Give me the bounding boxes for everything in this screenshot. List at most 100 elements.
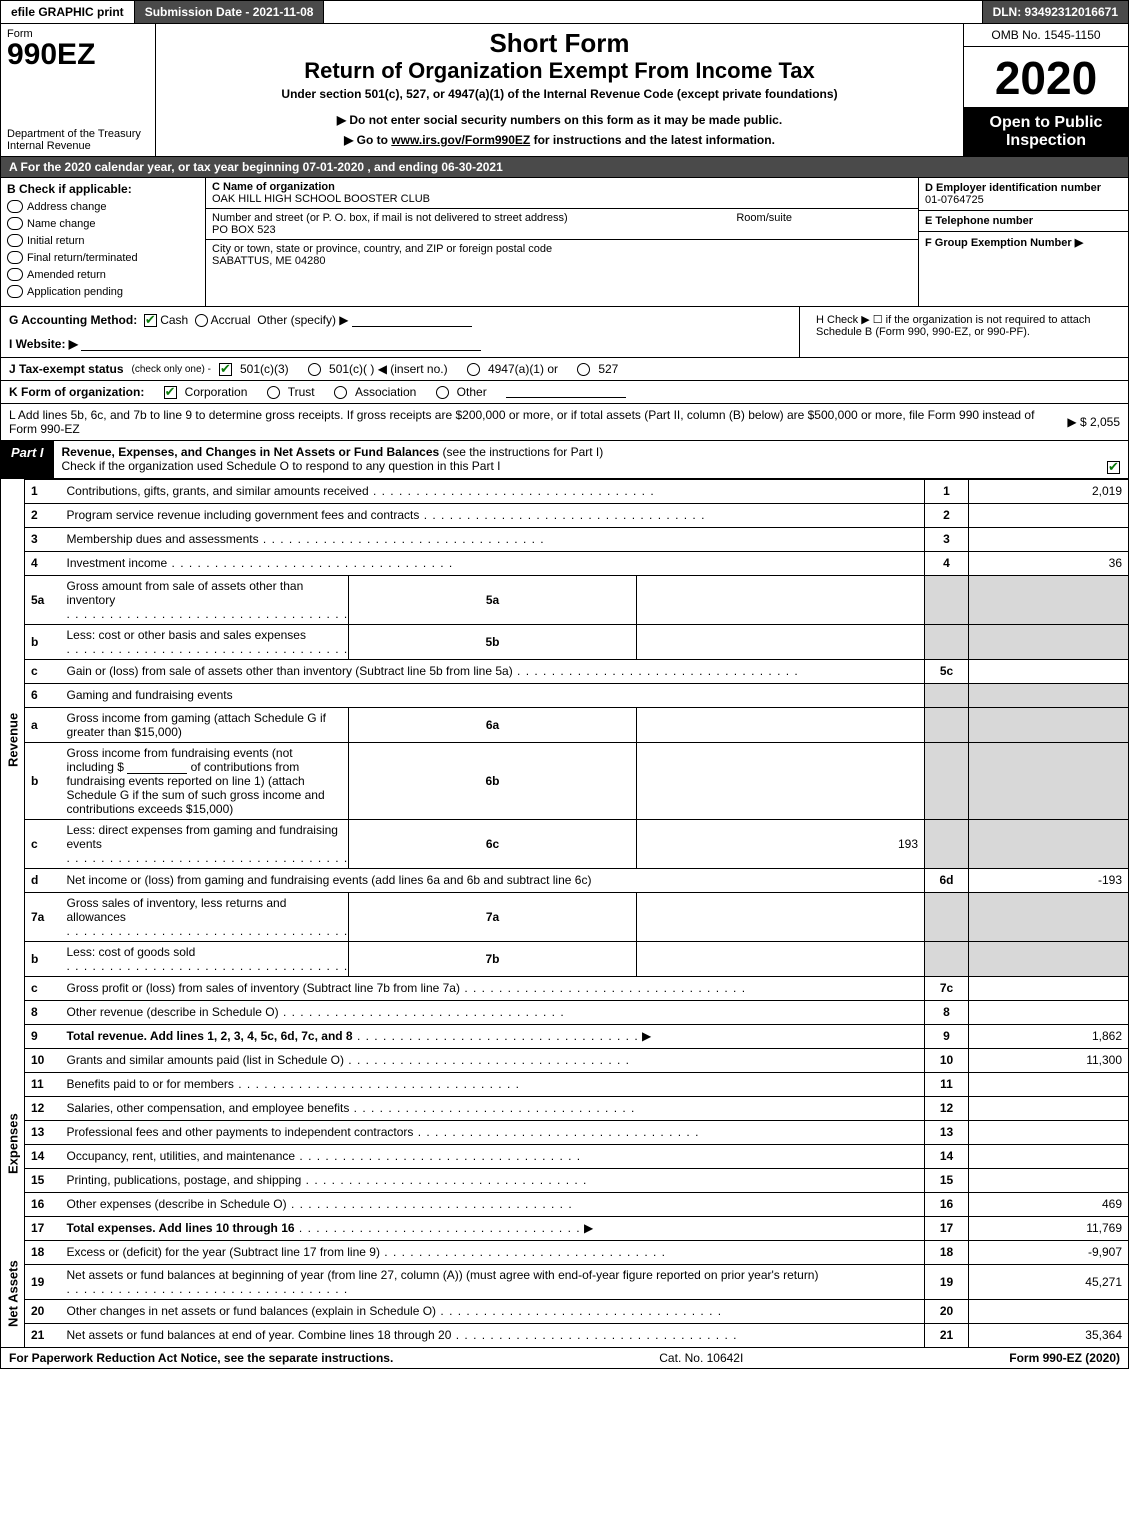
line-num: 17: [25, 1216, 61, 1240]
line-desc: Net income or (loss) from gaming and fun…: [67, 873, 592, 887]
line-amount: [969, 1000, 1129, 1024]
grey-cell: [925, 892, 969, 941]
line-18: Net Assets 18 Excess or (deficit) for th…: [1, 1240, 1129, 1264]
line-amount: 35,364: [969, 1323, 1129, 1347]
line-desc: Program service revenue including govern…: [67, 508, 420, 522]
line-ref: 7c: [925, 976, 969, 1000]
city-row: City or town, state or province, country…: [206, 240, 918, 270]
k-other-blank[interactable]: [506, 386, 626, 398]
k-corp: Corporation: [185, 385, 248, 399]
c-label: C Name of organization: [212, 181, 335, 193]
line-desc: Salaries, other compensation, and employ…: [67, 1101, 350, 1115]
line-num: 18: [25, 1240, 61, 1264]
line-amount: -193: [969, 868, 1129, 892]
line-ref: 3: [925, 527, 969, 551]
sub-ref: 6a: [349, 707, 637, 742]
do-not-enter-text: ▶ Do not enter social security numbers o…: [337, 113, 782, 127]
line-desc: Other changes in net assets or fund bala…: [67, 1304, 437, 1318]
line-desc: Gross profit or (loss) from sales of inv…: [67, 981, 460, 995]
chk-corporation[interactable]: [164, 386, 177, 399]
line-16: 16 Other expenses (describe in Schedule …: [1, 1192, 1129, 1216]
chk-501c[interactable]: [308, 363, 321, 376]
chk-application-pending[interactable]: Application pending: [7, 285, 199, 298]
chk-4947[interactable]: [467, 363, 480, 376]
g-other-blank[interactable]: [352, 315, 472, 327]
grey-cell: [969, 707, 1129, 742]
line-ref: 16: [925, 1192, 969, 1216]
grey-cell: [925, 742, 969, 819]
goto-link[interactable]: www.irs.gov/Form990EZ: [391, 133, 530, 147]
line-num: 11: [25, 1072, 61, 1096]
chk-label: Final return/terminated: [27, 252, 138, 264]
line-num: 19: [25, 1264, 61, 1299]
street-value: PO BOX 523: [212, 224, 276, 236]
line-num: c: [25, 659, 61, 683]
grey-cell: [925, 624, 969, 659]
submission-date-button[interactable]: Submission Date - 2021-11-08: [135, 1, 325, 23]
section-b-left: B Check if applicable: Address change Na…: [1, 178, 206, 306]
line-ref: 19: [925, 1264, 969, 1299]
line-ref: 17: [925, 1216, 969, 1240]
line-3: 3 Membership dues and assessments 3: [1, 527, 1129, 551]
checkbox-icon: [7, 234, 23, 247]
line-num: 6: [25, 683, 61, 707]
line-num: 10: [25, 1048, 61, 1072]
line-desc: Contributions, gifts, grants, and simila…: [67, 484, 369, 498]
line-num: 9: [25, 1024, 61, 1048]
chk-other[interactable]: [436, 386, 449, 399]
efile-print-button[interactable]: efile GRAPHIC print: [1, 1, 135, 23]
grey-cell: [925, 819, 969, 868]
line-num: b: [25, 624, 61, 659]
chk-accrual[interactable]: [195, 314, 208, 327]
i-label: I Website: ▶: [9, 337, 78, 351]
street-label: Number and street (or P. O. box, if mail…: [212, 212, 568, 224]
chk-cash[interactable]: [144, 314, 157, 327]
f-group-block: F Group Exemption Number ▶: [919, 232, 1128, 306]
line-desc: Occupancy, rent, utilities, and maintena…: [67, 1149, 296, 1163]
header-right: OMB No. 1545-1150 2020 Open to Public In…: [963, 24, 1128, 156]
chk-trust[interactable]: [267, 386, 280, 399]
line-14: 14 Occupancy, rent, utilities, and maint…: [1, 1144, 1129, 1168]
footer-left: For Paperwork Reduction Act Notice, see …: [9, 1351, 393, 1365]
chk-initial-return[interactable]: Initial return: [7, 234, 199, 247]
line-desc: Membership dues and assessments: [67, 532, 259, 546]
sub-amount: [637, 575, 925, 624]
chk-final-return[interactable]: Final return/terminated: [7, 251, 199, 264]
website-blank[interactable]: [81, 339, 481, 351]
e-phone-block: E Telephone number: [919, 211, 1128, 232]
chk-schedule-o[interactable]: [1107, 461, 1120, 474]
chk-501c3[interactable]: [219, 363, 232, 376]
line-desc: Excess or (deficit) for the year (Subtra…: [67, 1245, 380, 1259]
line-amount: [969, 976, 1129, 1000]
chk-label: Application pending: [27, 286, 123, 298]
k-trust: Trust: [288, 385, 315, 399]
chk-association[interactable]: [334, 386, 347, 399]
line-8: 8 Other revenue (describe in Schedule O)…: [1, 1000, 1129, 1024]
sub-amount: [637, 892, 925, 941]
line-desc: Less: cost of goods sold: [67, 945, 196, 959]
line-ref: 20: [925, 1299, 969, 1323]
line-amount: 11,300: [969, 1048, 1129, 1072]
blank-6b[interactable]: [127, 762, 187, 774]
line-num: c: [25, 819, 61, 868]
chk-address-change[interactable]: Address change: [7, 200, 199, 213]
chk-name-change[interactable]: Name change: [7, 217, 199, 230]
line-5a: 5a Gross amount from sale of assets othe…: [1, 575, 1129, 624]
line-desc: Grants and similar amounts paid (list in…: [67, 1053, 344, 1067]
chk-527[interactable]: [577, 363, 590, 376]
line-amount: [969, 1096, 1129, 1120]
line-6c: c Less: direct expenses from gaming and …: [1, 819, 1129, 868]
line-7c: c Gross profit or (loss) from sales of i…: [1, 976, 1129, 1000]
line-num: c: [25, 976, 61, 1000]
checkbox-icon: [7, 285, 23, 298]
sub-ref: 7a: [349, 892, 637, 941]
line-ref: 10: [925, 1048, 969, 1072]
chk-amended-return[interactable]: Amended return: [7, 268, 199, 281]
line-num: 20: [25, 1299, 61, 1323]
sub-ref: 6b: [349, 742, 637, 819]
dept-top: Department of the Treasury: [7, 128, 141, 140]
part1-checknote: Check if the organization used Schedule …: [62, 459, 501, 473]
part1-title-bold: Revenue, Expenses, and Changes in Net As…: [62, 445, 440, 459]
line-desc: Investment income: [67, 556, 168, 570]
line-desc: Other expenses (describe in Schedule O): [67, 1197, 287, 1211]
